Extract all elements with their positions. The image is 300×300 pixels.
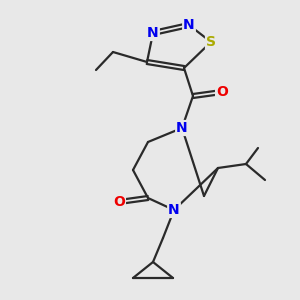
Text: O: O <box>216 85 228 99</box>
Text: S: S <box>206 35 216 49</box>
Text: N: N <box>168 203 180 217</box>
Text: N: N <box>176 121 188 135</box>
Text: N: N <box>183 18 195 32</box>
Text: O: O <box>113 195 125 209</box>
Text: N: N <box>147 26 159 40</box>
